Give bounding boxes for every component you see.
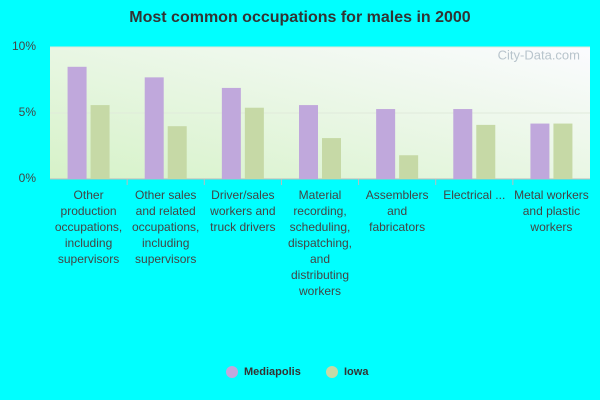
- bar: [221, 87, 241, 179]
- bar: [476, 124, 496, 179]
- y-tick-label: 5%: [19, 105, 37, 119]
- x-tick-label: Metal workers and plastic workers: [514, 188, 589, 234]
- bar: [376, 109, 396, 179]
- x-tick-label: Other sales and related occupations, inc…: [132, 188, 200, 266]
- legend-marker: [226, 366, 238, 378]
- legend-marker: [326, 366, 338, 378]
- watermark: City-Data.com: [498, 47, 580, 62]
- x-tick-label: Other production occupations, including …: [54, 188, 123, 266]
- bar: [399, 155, 419, 179]
- bar: [299, 105, 318, 179]
- legend-label: Iowa: [344, 366, 369, 378]
- x-tick-label: Driver/sales workers and truck drivers: [210, 188, 276, 234]
- bar: [167, 126, 187, 179]
- chart-title: Most common occupations for males in 200…: [129, 9, 471, 26]
- bar: [90, 105, 110, 179]
- x-tick-label: Electrical ...: [443, 188, 506, 202]
- bar: [244, 107, 264, 179]
- legend-label: Mediapolis: [244, 366, 301, 378]
- bar: [322, 138, 341, 179]
- y-tick-label: 0%: [19, 171, 37, 185]
- bar: [530, 123, 550, 179]
- x-tick-label: Assemblers and fabricators: [365, 188, 429, 234]
- bar: [553, 123, 573, 179]
- y-tick-label: 10%: [12, 39, 36, 53]
- bar: [144, 77, 164, 179]
- bar: [453, 109, 473, 179]
- bar: [67, 66, 87, 179]
- x-tick-label: Material recording, scheduling, dispatch…: [287, 188, 353, 298]
